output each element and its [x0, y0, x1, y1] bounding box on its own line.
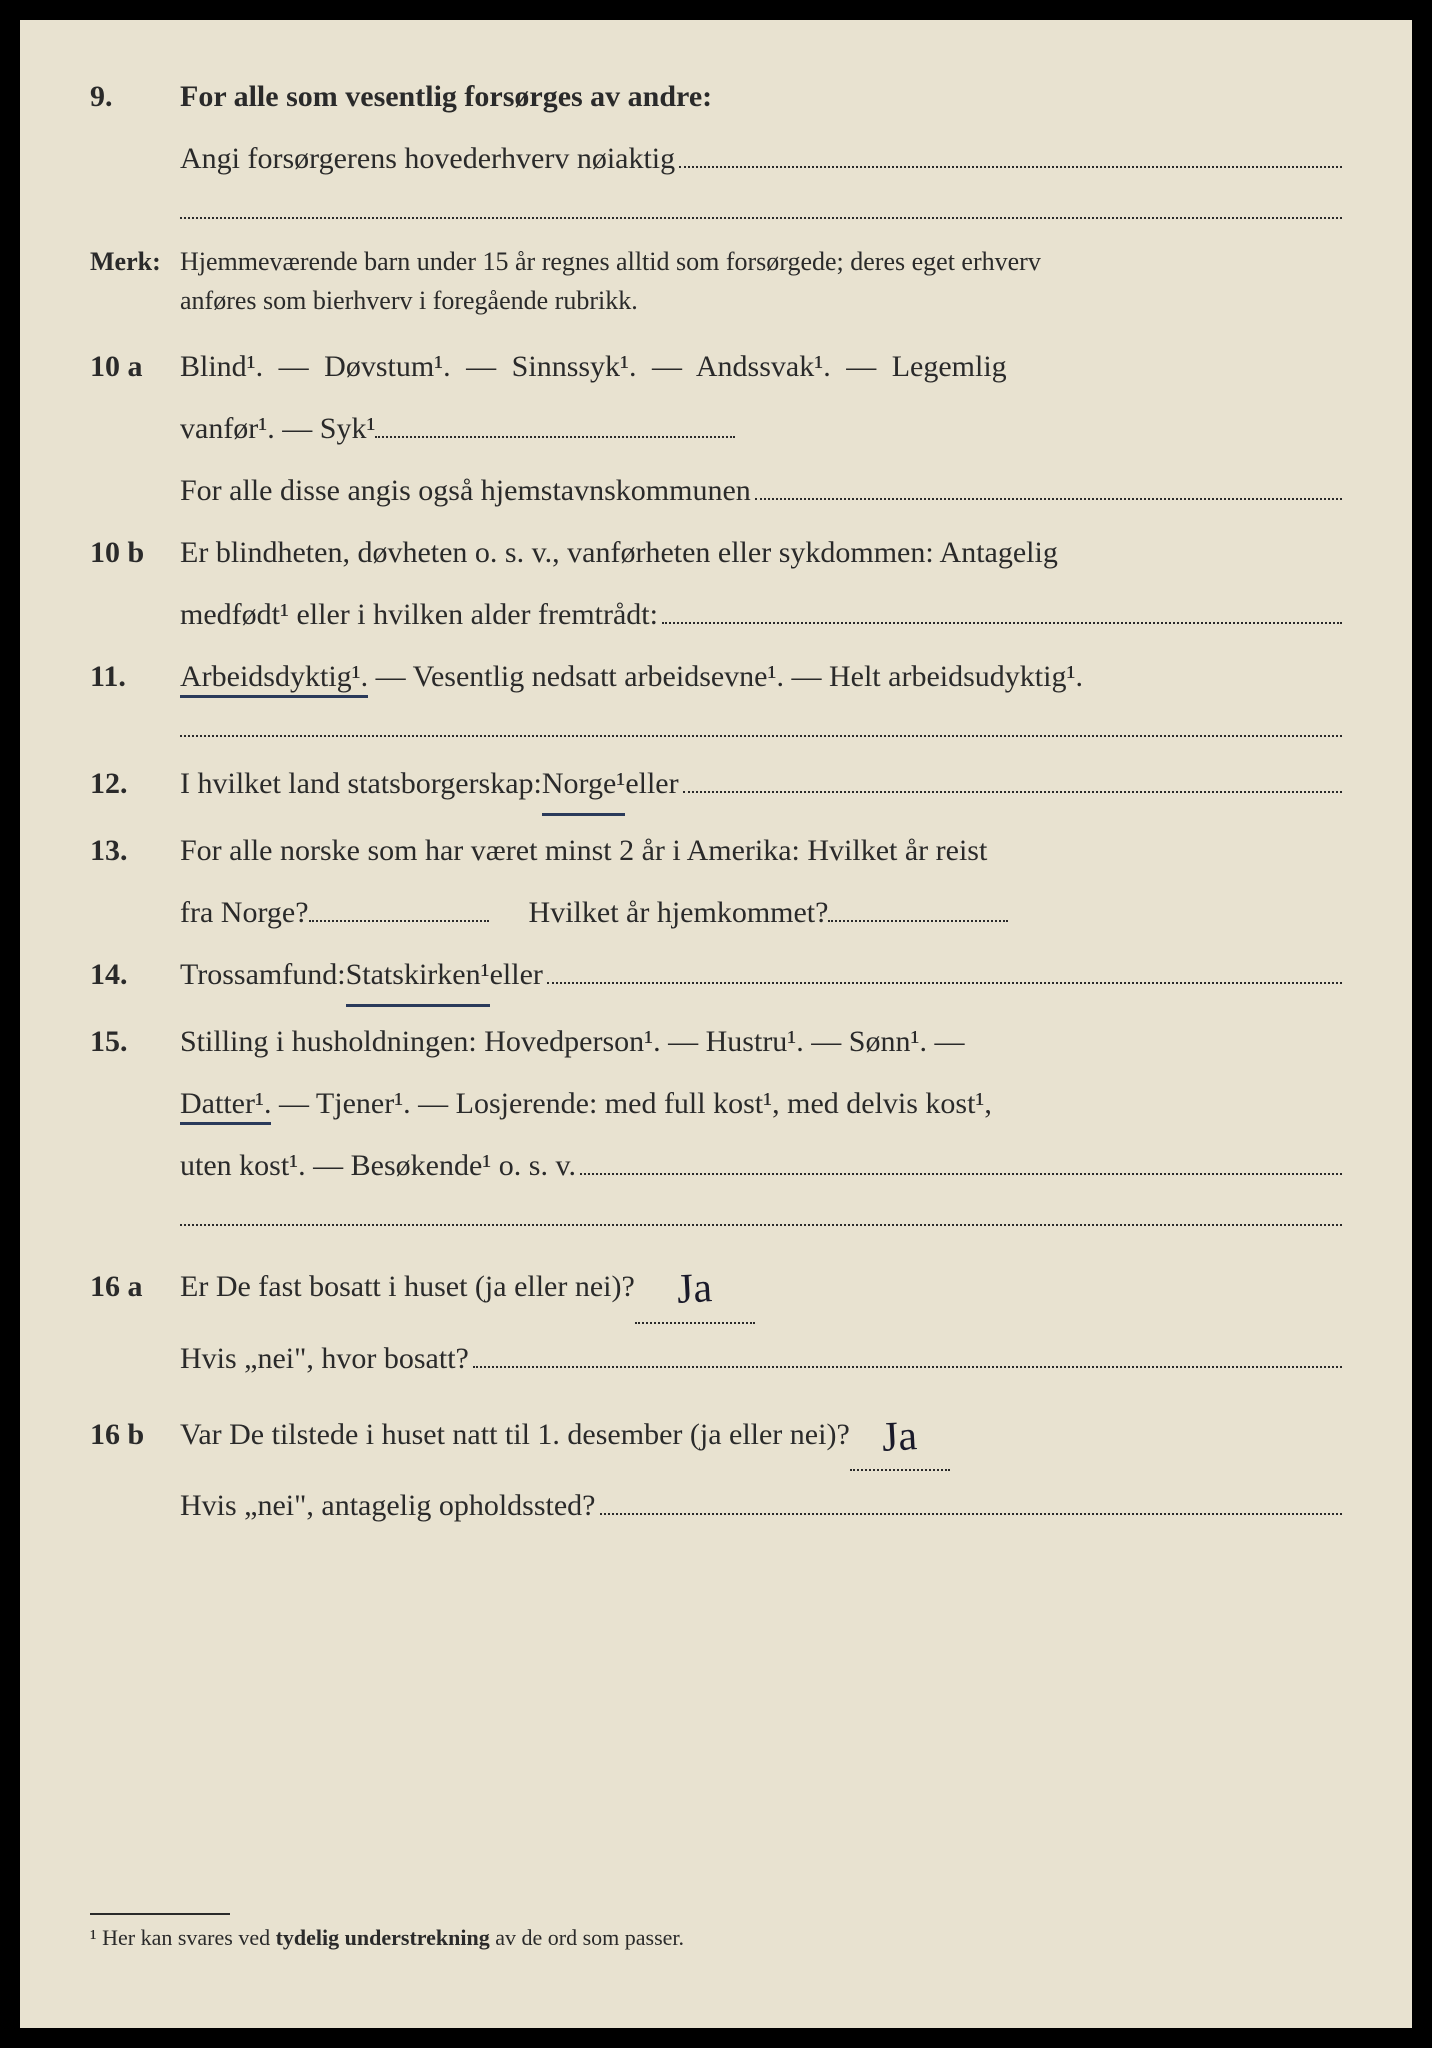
- q9-input[interactable]: [679, 136, 1342, 168]
- q16a-row: 16 a Er De fast bosatt i huset (ja eller…: [90, 1246, 1342, 1324]
- q9-row: 9. For alle som vesentlig forsørges av a…: [90, 70, 1342, 124]
- merk-label: Merk:: [90, 239, 180, 286]
- q15-row3: uten kost¹. — Besøkende¹ o. s. v.: [90, 1139, 1342, 1193]
- q10a-opts: Blind¹. — Døvstum¹. — Sinnssyk¹. — Andss…: [180, 340, 1342, 394]
- q13-line1: For alle norske som har været minst 2 år…: [180, 824, 1342, 878]
- q10a-row: 10 a Blind¹. — Døvstum¹. — Sinnssyk¹. — …: [90, 340, 1342, 394]
- document-page: 9. For alle som vesentlig forsørges av a…: [20, 20, 1412, 2028]
- q15-row: 15. Stilling i husholdningen: Hovedperso…: [90, 1015, 1342, 1069]
- q12-input[interactable]: [683, 761, 1342, 793]
- q10b-row: 10 b Er blindheten, døvheten o. s. v., v…: [90, 526, 1342, 580]
- q13-label2b: Hvilket år hjemkommet?: [529, 886, 829, 940]
- q10a-row3: For alle disse angis også hjemstavnskomm…: [90, 464, 1342, 518]
- q16b-num: 16 b: [90, 1408, 180, 1462]
- q9-extra-line[interactable]: [180, 216, 1342, 219]
- q9-line: Angi forsørgerens hovederhverv nøiaktig: [90, 132, 1342, 186]
- q14-post: eller: [490, 948, 543, 1002]
- q16a-answer[interactable]: Ja: [635, 1246, 755, 1324]
- q14-input[interactable]: [547, 952, 1342, 984]
- footnote-num: ¹: [90, 1925, 97, 1950]
- q14-pre: Trossamfund:: [180, 948, 346, 1002]
- q9-label: Angi forsørgerens hovederhverv nøiaktig: [180, 132, 675, 186]
- footnote: ¹ Her kan svares ved tydelig understrekn…: [90, 1925, 1342, 1951]
- q12-pre: I hvilket land statsborgerskap:: [180, 757, 542, 811]
- q16a-label2: Hvis „nei", hvor bosatt?: [180, 1332, 469, 1386]
- q13-row2: fra Norge? Hvilket år hjemkommet?: [90, 886, 1342, 940]
- q13-label2a: fra Norge?: [180, 886, 309, 940]
- q15-selected: Datter¹.: [180, 1087, 271, 1125]
- q16a-num: 16 a: [90, 1260, 180, 1314]
- q16a-q: Er De fast bosatt i huset (ja eller nei)…: [180, 1260, 635, 1314]
- q16b-q: Var De tilstede i huset natt til 1. dese…: [180, 1408, 850, 1462]
- q16b-label2: Hvis „nei", antagelig opholdssted?: [180, 1479, 596, 1533]
- q9-title: For alle som vesentlig forsørges av andr…: [180, 70, 1342, 124]
- q15-extra-line[interactable]: [180, 1223, 1342, 1226]
- q14-selected: Statskirken¹: [346, 948, 490, 1007]
- q10a-row2: vanfør¹. — Syk¹: [90, 402, 1342, 456]
- q11-selected: Arbeidsdyktig¹.: [180, 660, 368, 698]
- q14-num: 14.: [90, 948, 180, 1002]
- q14-row: 14. Trossamfund: Statskirken¹ eller: [90, 948, 1342, 1007]
- footnote-rule: [90, 1913, 230, 1915]
- q12-post: eller: [625, 757, 678, 811]
- q9-num: 9.: [90, 70, 180, 124]
- q16b-row: 16 b Var De tilstede i huset natt til 1.…: [90, 1394, 1342, 1472]
- q16b-input2[interactable]: [600, 1483, 1343, 1515]
- q15-line2b: — Tjener¹. — Losjerende: med full kost¹,…: [271, 1087, 991, 1120]
- q10b-num: 10 b: [90, 526, 180, 580]
- q16a-row2: Hvis „nei", hvor bosatt?: [90, 1332, 1342, 1386]
- q10a-input2[interactable]: [755, 468, 1342, 500]
- q12-selected: Norge¹: [542, 757, 625, 816]
- q13-input1[interactable]: [309, 920, 489, 922]
- q15-line3: uten kost¹. — Besøkende¹ o. s. v.: [180, 1139, 576, 1193]
- q10a-num: 10 a: [90, 340, 180, 394]
- q10b-row2: medfødt¹ eller i hvilken alder fremtrådt…: [90, 588, 1342, 642]
- q10a-opts2: vanfør¹. — Syk¹: [180, 402, 375, 456]
- q16a-input2[interactable]: [473, 1336, 1342, 1368]
- q15-num: 15.: [90, 1015, 180, 1069]
- q11-row: 11. Arbeidsdyktig¹. — Vesentlig nedsatt …: [90, 650, 1342, 704]
- q10a-label2: For alle disse angis også hjemstavnskomm…: [180, 464, 751, 518]
- q16b-answer[interactable]: Ja: [850, 1394, 950, 1472]
- q10b-input[interactable]: [662, 592, 1342, 624]
- merk-text1: Hjemmeværende barn under 15 år regnes al…: [180, 247, 1041, 276]
- merk-row: Merk: Hjemmeværende barn under 15 år reg…: [90, 239, 1342, 320]
- q13-input2[interactable]: [828, 920, 1008, 922]
- q15-input[interactable]: [580, 1143, 1342, 1175]
- q13-num: 13.: [90, 824, 180, 878]
- q16b-row2: Hvis „nei", antagelig opholdssted?: [90, 1479, 1342, 1533]
- q10a-input1[interactable]: [375, 436, 735, 438]
- q12-row: 12. I hvilket land statsborgerskap: Norg…: [90, 757, 1342, 816]
- q12-num: 12.: [90, 757, 180, 811]
- q11-rest: — Vesentlig nedsatt arbeidsevne¹. — Helt…: [368, 660, 1083, 693]
- q15-line1: Stilling i husholdningen: Hovedperson¹. …: [180, 1015, 1342, 1069]
- footnote-text: Her kan svares ved tydelig understreknin…: [102, 1925, 684, 1950]
- q15-row2: Datter¹. — Tjener¹. — Losjerende: med fu…: [90, 1077, 1342, 1131]
- q11-num: 11.: [90, 650, 180, 704]
- q10b-label2: medfødt¹ eller i hvilken alder fremtrådt…: [180, 588, 658, 642]
- q13-row: 13. For alle norske som har været minst …: [90, 824, 1342, 878]
- q11-extra-line[interactable]: [180, 734, 1342, 737]
- merk-text2: anføres som bierhverv i foregående rubri…: [180, 286, 638, 315]
- q10b-line1: Er blindheten, døvheten o. s. v., vanfør…: [180, 526, 1342, 580]
